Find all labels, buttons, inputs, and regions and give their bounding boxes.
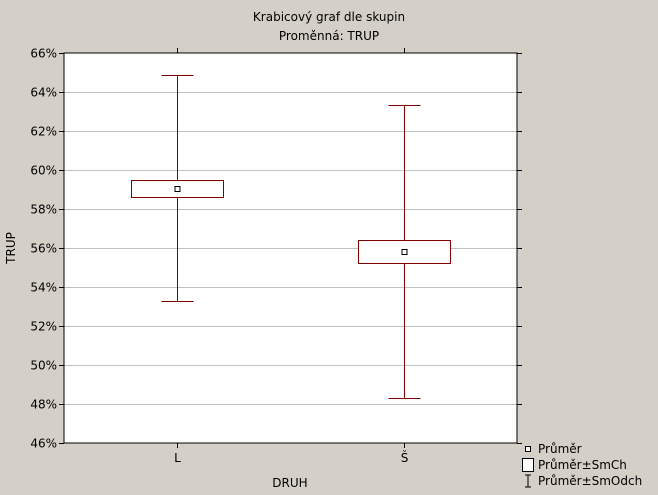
box-series [131,75,451,399]
y-tick-label: 52% [30,320,57,334]
y-tick-label: 48% [30,398,57,412]
y-tick-label: 64% [30,86,57,100]
grid-lines [64,92,517,405]
y-tick-label: 56% [30,242,57,256]
y-axis-label: TRUP [4,232,18,265]
x-tick-label: Š [401,450,409,465]
plot-area-border [63,52,518,444]
y-tick-label: 54% [30,281,57,295]
x-tick-label: L [174,451,181,465]
y-tick-label: 66% [30,47,57,61]
y-tick-label: 62% [30,125,57,139]
legend-label: Průměr±SmOdch [538,474,642,488]
chart-subtitle: Proměnná: TRUP [279,29,379,43]
chart-title: Krabicový graf dle skupin [253,10,405,24]
chart-legend: Průměr Průměr±SmCh Průměr±SmOdch [522,442,642,488]
y-tick-label: 58% [30,203,57,217]
mean-point [401,249,408,255]
legend-label: Průměr [538,442,582,456]
x-axis-label: DRUH [272,476,307,490]
legend-box-icon [522,458,534,472]
mean-point [174,186,181,192]
y-tick-label: 46% [30,437,57,451]
y-tick-label: 50% [30,359,57,373]
legend-label: Průměr±SmCh [538,458,627,472]
y-tick-label: 60% [30,164,57,178]
y-axis-ticks: 46% 48% 50% 52% 54% 56% 58% 60% 62% 64% 66% [30,47,522,451]
legend-point-icon [525,446,531,452]
